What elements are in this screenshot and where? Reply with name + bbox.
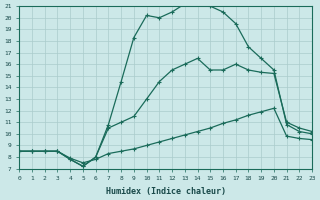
X-axis label: Humidex (Indice chaleur): Humidex (Indice chaleur): [106, 187, 226, 196]
